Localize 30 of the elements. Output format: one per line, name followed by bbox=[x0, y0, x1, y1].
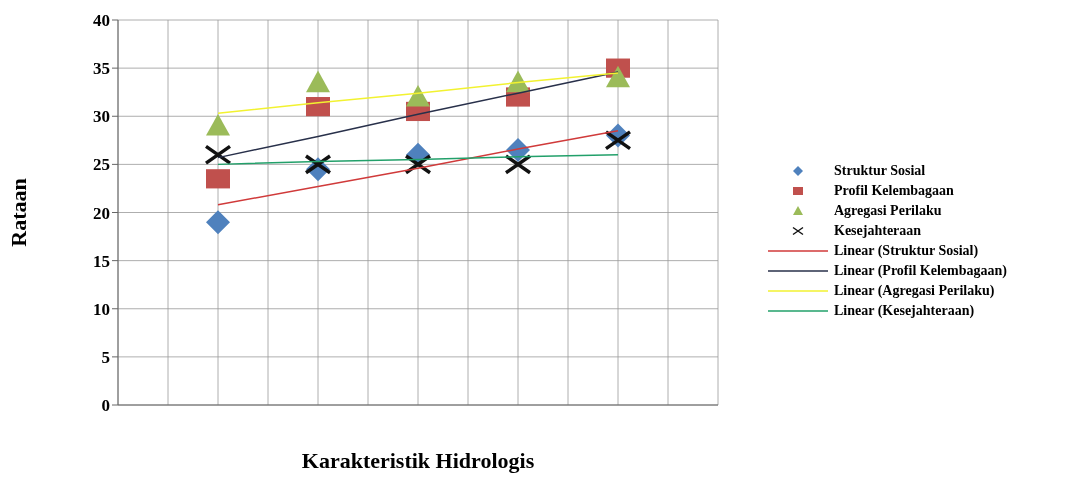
x-axis-title: Karakteristik Hidrologis bbox=[301, 448, 535, 473]
point bbox=[204, 144, 232, 165]
y-axis-title: Rataan bbox=[5, 178, 31, 247]
y-tick-label: 5 bbox=[101, 347, 110, 367]
legend-label: Agregasi Perilaku bbox=[834, 202, 942, 219]
point bbox=[306, 97, 330, 117]
point bbox=[206, 210, 230, 235]
point bbox=[206, 169, 230, 189]
point bbox=[504, 154, 532, 175]
y-tick-label: 15 bbox=[93, 251, 110, 271]
y-tick-label: 25 bbox=[93, 155, 110, 175]
legend-label: Linear (Kesejahteraan) bbox=[834, 302, 975, 319]
y-tick-label: 0 bbox=[101, 396, 110, 416]
point bbox=[206, 113, 230, 136]
legend-label: Profil Kelembagaan bbox=[834, 182, 954, 199]
point bbox=[406, 85, 430, 107]
point bbox=[306, 70, 330, 93]
legend-label: Linear (Profil Kelembagaan) bbox=[834, 262, 1007, 279]
y-tick-label: 35 bbox=[93, 59, 110, 79]
point bbox=[604, 130, 632, 151]
legend-label: Kesejahteraan bbox=[834, 222, 922, 239]
legend-label: Struktur Sosial bbox=[834, 162, 926, 179]
y-tick-label: 30 bbox=[93, 107, 110, 127]
y-tick-label: 40 bbox=[93, 11, 110, 31]
point bbox=[304, 154, 332, 175]
point bbox=[606, 65, 630, 88]
y-tick-label: 20 bbox=[93, 203, 110, 223]
legend-label: Linear (Struktur Sosial) bbox=[834, 242, 979, 259]
legend-label: Linear (Agregasi Perilaku) bbox=[834, 282, 995, 299]
y-tick-label: 10 bbox=[93, 299, 110, 319]
